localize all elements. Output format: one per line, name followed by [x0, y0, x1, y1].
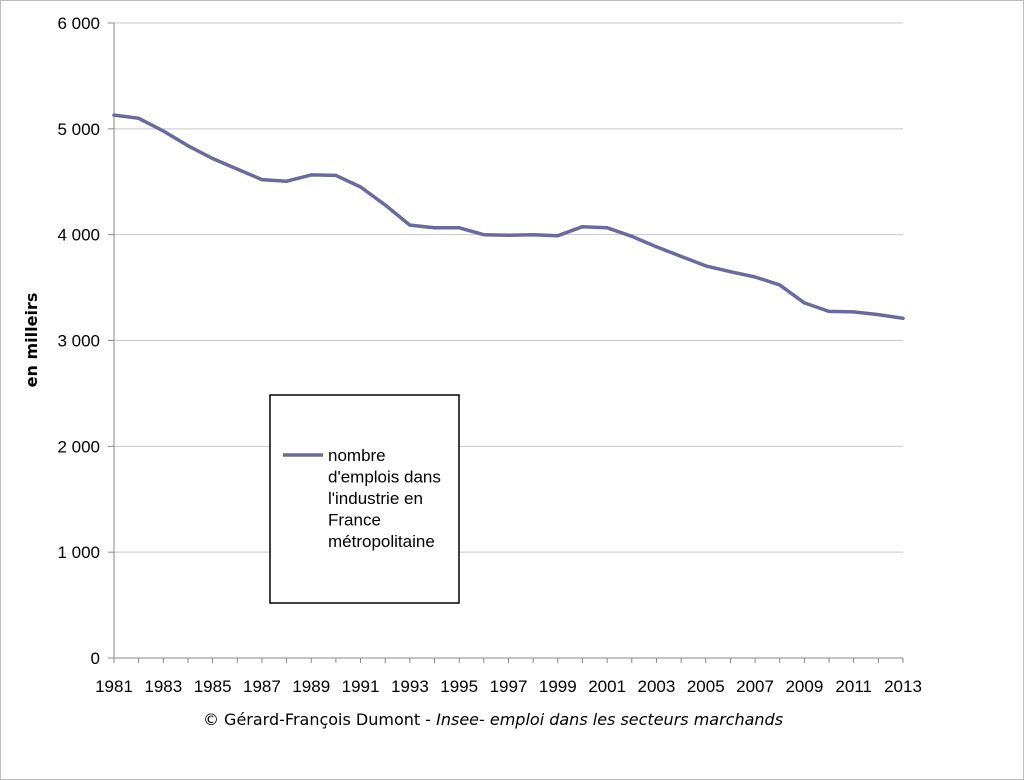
- x-tick-label: 1995: [440, 677, 478, 696]
- y-axis-label: en milleirs: [22, 293, 41, 388]
- x-tick-label: 2007: [736, 677, 774, 696]
- data-point: [679, 254, 683, 258]
- data-point: [778, 283, 782, 287]
- x-tick-label: 1981: [95, 677, 133, 696]
- data-point: [211, 156, 215, 161]
- y-tick-label: 0: [91, 649, 100, 668]
- legend-box: [269, 394, 460, 604]
- data-point: [482, 233, 486, 237]
- data-point: [753, 275, 757, 279]
- data-point: [309, 173, 313, 177]
- data-point: [827, 309, 831, 313]
- data-point: [112, 113, 116, 117]
- x-tick-label: 1987: [243, 677, 281, 696]
- y-tick-label: 4 000: [57, 226, 100, 245]
- data-point: [556, 234, 560, 238]
- legend: nombre d'emplois dans l'industrie en France…: [269, 394, 460, 604]
- x-tick-label: 2001: [588, 677, 626, 696]
- x-tick-label: 2005: [687, 677, 725, 696]
- x-tick-label: 1993: [391, 677, 429, 696]
- legend-label-line: d'emplois dans: [328, 468, 441, 487]
- x-tick-label: 1983: [144, 677, 182, 696]
- data-point: [728, 270, 733, 274]
- y-tick-label: 6 000: [57, 14, 100, 33]
- data-point: [876, 312, 880, 317]
- x-tick-label: 1985: [194, 677, 232, 696]
- data-point: [358, 185, 363, 189]
- data-point: [852, 310, 856, 314]
- data-point: [408, 223, 412, 227]
- y-tick-label: 1 000: [57, 543, 100, 562]
- data-point: [260, 178, 264, 182]
- x-tick-label: 1997: [490, 677, 528, 696]
- legend-label-line: nombre: [328, 446, 386, 465]
- x-tick-label: 1989: [292, 677, 330, 696]
- x-tick-labels: 1981 1983 1985 1987 1989 1991 1993 1995 1997 1999…: [95, 677, 922, 696]
- credit-source: Insee- emploi dans les secteurs marchand…: [436, 710, 783, 729]
- y-tick-label: 3 000: [57, 332, 100, 351]
- legend-label: nombre d'emplois dans l'industrie en France…: [328, 446, 441, 551]
- data-point: [235, 167, 239, 171]
- x-tick-label: 2009: [785, 677, 823, 696]
- data-point: [161, 129, 165, 133]
- data-point: [506, 233, 511, 237]
- data-point: [334, 173, 338, 177]
- x-tick-label: 1999: [539, 677, 577, 696]
- data-point: [630, 234, 634, 238]
- y-tick-label: 5 000: [57, 120, 100, 139]
- data-point: [654, 245, 659, 249]
- legend-label-line: France: [328, 511, 381, 530]
- data-point: [137, 116, 141, 120]
- x-tick-label: 2013: [884, 677, 922, 696]
- axes: [113, 23, 904, 663]
- data-point: [704, 264, 708, 268]
- data-point: [802, 301, 806, 305]
- data-point: [432, 226, 437, 230]
- data-point: [580, 225, 585, 229]
- credit-author: © Gérard-François Dumont -: [203, 710, 436, 729]
- data-point: [284, 179, 289, 183]
- data-point: [605, 226, 609, 230]
- data-point: [383, 203, 387, 207]
- legend-label-line: métropolitaine: [328, 532, 435, 551]
- x-tick-label: 1991: [342, 677, 380, 696]
- series-group: [112, 113, 905, 321]
- y-tick-labels: 0 1 000 2 000 3 000 4 000 5 000 6 000: [57, 14, 100, 668]
- legend-label-line: l'industrie en: [328, 489, 423, 508]
- data-point: [901, 316, 905, 320]
- x-tick-label: 2003: [638, 677, 676, 696]
- y-tick-label: 2 000: [57, 437, 100, 456]
- data-point: [457, 226, 461, 230]
- data-point: [531, 233, 535, 237]
- x-tick-label: 2011: [835, 677, 872, 696]
- source-credit: © Gérard-François Dumont - Insee- emploi…: [203, 710, 783, 729]
- series-line: [112, 113, 905, 321]
- gridlines: [108, 22, 903, 659]
- data-point: [186, 144, 190, 148]
